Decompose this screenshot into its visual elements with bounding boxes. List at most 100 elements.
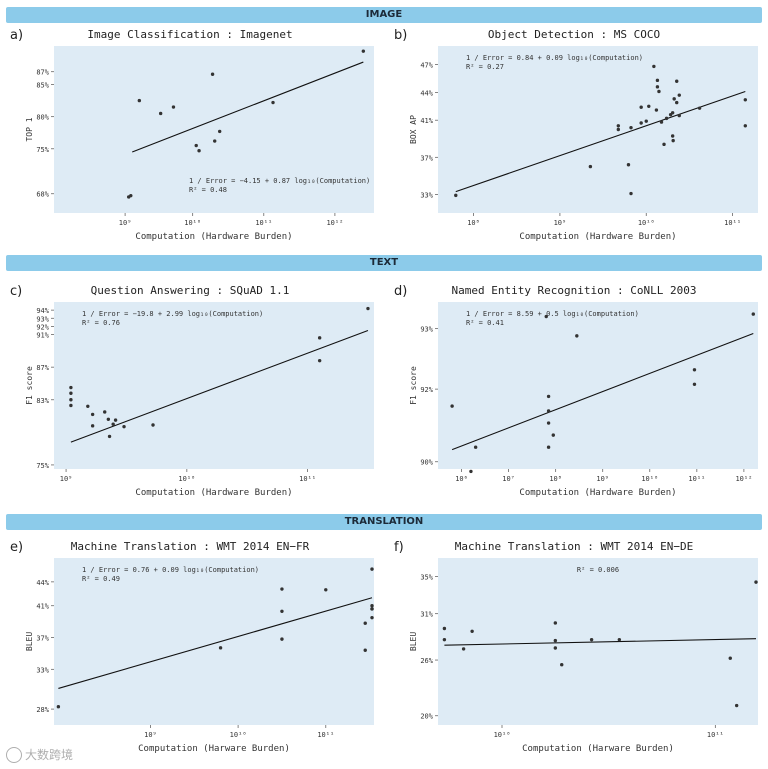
chart-svg: 90% 92% 93% 10⁶ 10⁷ 10⁸ 10⁹ 10¹⁰ 10¹¹ 10¹² F1 scor… [409, 302, 758, 498]
data-point [675, 79, 679, 83]
x-tick-label: 10¹⁰ [494, 731, 511, 739]
data-point [151, 423, 155, 427]
data-point [668, 112, 673, 117]
plot-area [54, 558, 374, 725]
data-point [324, 588, 328, 592]
fit-annotation: 1 / Error = 0.76 + 0.09 log₁₀(Computatio… [82, 566, 259, 574]
x-tick-label: 10¹¹ [724, 219, 741, 227]
y-tick-label: 87% [36, 364, 49, 372]
regression-line [132, 61, 364, 153]
data-point [158, 111, 163, 116]
fit-annotation: R² = 0.006 [577, 566, 619, 574]
panel-label: e) [10, 540, 24, 555]
x-tick-label: 10¹⁰ [230, 731, 247, 739]
y-tick-label: 33% [36, 666, 49, 674]
chart-panel-c: c) Question Answering : SQuAD 1.1 75% 83%… [2, 282, 378, 510]
fit-annotation: 1 / Error = 0.84 + 0.09 log₁₀(Computatio… [466, 54, 643, 62]
data-point [734, 703, 739, 708]
regression-line [455, 90, 746, 193]
data-point [662, 142, 666, 147]
regression-line [444, 638, 757, 646]
chart-panel-b: b) Object Detection : MS COCO 33% 37% 41% 4… [386, 26, 762, 254]
data-point [361, 49, 366, 53]
y-tick-label: 87% [36, 69, 49, 77]
data-point [639, 121, 643, 125]
data-point [743, 98, 748, 102]
data-point [473, 445, 478, 449]
x-tick-label: 10⁸ [467, 219, 480, 227]
data-point [366, 306, 370, 311]
x-axis-label: Computation (Harware Burden) [138, 744, 290, 754]
data-point [197, 148, 201, 153]
x-tick-label: 10⁹ [596, 475, 609, 483]
x-tick-label: 10¹¹ [707, 731, 724, 739]
y-tick-label: 85% [36, 82, 49, 90]
y-axis-label: F1 score [409, 366, 418, 405]
x-tick-label: 10¹¹ [317, 731, 334, 739]
data-point [560, 662, 564, 667]
watermark-text: 大数跨境 [25, 747, 74, 762]
x-tick-label: 10⁷ [502, 475, 515, 483]
y-tick-label: 44% [36, 579, 49, 587]
panel-label: c) [10, 284, 23, 299]
data-point [692, 382, 697, 386]
data-point [113, 418, 118, 422]
panel-label: a) [10, 28, 24, 43]
chart-title: Question Answering : SQuAD 1.1 [90, 284, 290, 297]
data-point [370, 604, 374, 608]
data-point [69, 398, 73, 402]
chart-svg: 68% 75% 80% 85% 87% 10⁹ 10¹⁰ 10¹¹ 10¹² TOP 1 Compu… [25, 46, 374, 242]
fit-annotation: R² = 0.76 [82, 319, 120, 327]
data-point [664, 116, 669, 121]
data-point [697, 106, 702, 110]
y-tick-label: 90% [420, 459, 433, 467]
data-point [553, 638, 558, 643]
regression-line [70, 329, 369, 443]
y-tick-label: 93% [36, 315, 49, 323]
y-tick-label: 47% [420, 62, 433, 70]
plot-area [54, 302, 374, 469]
data-point [280, 637, 284, 641]
data-point [647, 104, 651, 109]
data-point [728, 656, 732, 660]
data-point [271, 100, 275, 105]
data-point [442, 637, 447, 642]
data-point [56, 705, 61, 709]
chart-panel-d: d) Named Entity Recognition : CoNLL 2003… [386, 282, 762, 510]
chart-panel-e: e) Machine Translation : WMT 2014 EN−FR … [2, 538, 378, 766]
data-point [122, 424, 126, 429]
y-tick-label: 35% [420, 574, 433, 582]
data-point [450, 404, 454, 408]
y-tick-label: 75% [36, 146, 49, 154]
y-axis-label: BLEU [409, 632, 418, 651]
data-point [69, 403, 73, 408]
data-point [370, 615, 374, 620]
panel-label: d) [394, 284, 408, 299]
x-axis-label: Computation (Hardware Burden) [519, 232, 676, 242]
x-axis-label: Computation (Hardware Burden) [135, 232, 292, 242]
x-tick-label: 10⁹ [60, 475, 73, 483]
data-point [659, 120, 664, 124]
y-tick-label: 91% [36, 332, 49, 340]
x-tick-label: 10¹⁰ [184, 219, 201, 227]
fit-annotation: 1 / Error = −4.15 + 0.87 log₁₀(Computati… [189, 177, 370, 185]
regression-line [451, 332, 754, 451]
data-point [616, 127, 621, 132]
y-tick-label: 93% [420, 326, 433, 334]
data-point [551, 433, 555, 437]
y-tick-label: 92% [420, 386, 433, 394]
chart-title: Machine Translation : WMT 2014 EN−DE [454, 540, 694, 553]
data-point [655, 85, 660, 89]
y-tick-label: 68% [36, 191, 49, 199]
y-tick-label: 37% [420, 154, 433, 162]
section-band-image: IMAGE [6, 7, 762, 23]
data-point [137, 98, 142, 103]
x-axis-label: Computation (Harware Burden) [522, 744, 674, 754]
y-tick-label: 28% [36, 706, 49, 714]
data-point [363, 621, 367, 625]
x-tick-label: 10⁹ [554, 219, 567, 227]
chart-panel-f: f) Machine Translation : WMT 2014 EN−DE … [386, 538, 762, 766]
data-point [546, 445, 551, 449]
chart-svg: 20% 26% 31% 35% 10¹⁰ 10¹¹ BLEU Computation (Har… [409, 558, 758, 754]
data-point [370, 567, 374, 571]
